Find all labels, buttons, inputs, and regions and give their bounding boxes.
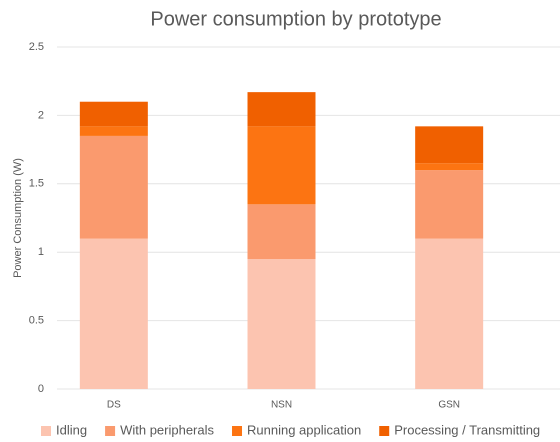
legend-label: Idling bbox=[56, 422, 87, 437]
legend-label: With peripherals bbox=[120, 422, 214, 437]
bar-segment bbox=[415, 238, 484, 389]
bar-segment bbox=[415, 163, 484, 171]
bar-segment bbox=[79, 135, 148, 239]
legend-swatch bbox=[105, 426, 116, 436]
y-axis-label: Power Consumption (W) bbox=[12, 158, 24, 278]
bar-segment bbox=[247, 259, 316, 389]
y-tick-label: 2 bbox=[38, 109, 44, 121]
legend-label: Processing / Transmitting bbox=[394, 422, 540, 437]
bar-segment bbox=[247, 92, 316, 127]
bar-segment bbox=[247, 204, 316, 260]
bar-segment bbox=[79, 101, 148, 127]
y-tick-label: 0.5 bbox=[29, 315, 44, 327]
bar-segment bbox=[79, 238, 148, 389]
bar-segment bbox=[415, 126, 484, 164]
legend-label: Running application bbox=[247, 422, 361, 437]
x-tick-label: NSN bbox=[271, 400, 292, 411]
legend-swatch bbox=[379, 426, 390, 436]
x-tick-label: DS bbox=[107, 400, 121, 411]
y-tick-label: 1.5 bbox=[29, 178, 44, 190]
y-tick-label: 0 bbox=[38, 383, 44, 395]
y-tick-label: 1 bbox=[38, 246, 44, 258]
chart-title: Power consumption by prototype bbox=[150, 8, 441, 30]
legend-swatch bbox=[41, 426, 51, 436]
bar-segment bbox=[79, 126, 148, 136]
legend-swatch bbox=[232, 426, 243, 436]
bar-segment bbox=[247, 126, 316, 205]
bar-segment bbox=[415, 170, 484, 239]
x-tick-label: GSN bbox=[438, 400, 460, 411]
y-tick-label: 2.5 bbox=[29, 41, 44, 53]
